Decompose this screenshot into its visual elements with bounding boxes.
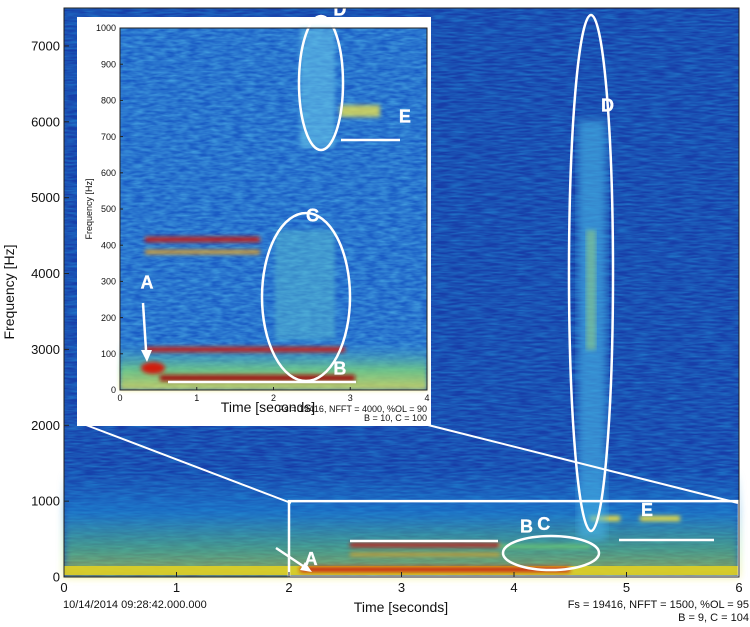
inset-y-tick-label: 200 — [101, 313, 116, 323]
main-x-tick-label: 0 — [60, 580, 67, 595]
inset-annotation-c: C — [306, 205, 319, 225]
inset-ellipse-d — [297, 14, 345, 152]
main-y-tick-label: 6000 — [31, 114, 60, 129]
main-y-tick-label: 1000 — [31, 494, 60, 509]
inset-x-tick-label: 0 — [117, 393, 122, 403]
main-y-tick-label: 4000 — [31, 266, 60, 281]
inset-harmonics — [141, 28, 380, 381]
main-y-tick-label: 5000 — [31, 190, 60, 205]
inset-y-tick-label: 900 — [101, 59, 116, 69]
main-annotation-a: A — [305, 549, 318, 569]
main-x-tick-label: 1 — [173, 580, 180, 595]
main-y-tick-label: 3000 — [31, 342, 60, 357]
inset-params-line1: Fs = 19416, NFFT = 4000, %OL = 90 — [279, 404, 427, 414]
inset-y-tick-label: 500 — [101, 204, 116, 214]
main-x-axis-label: Time [seconds] — [354, 599, 448, 615]
inset-y-tick-label: 400 — [101, 240, 116, 250]
main-x-tick-label: 4 — [510, 580, 517, 595]
main-y-tick-label: 0 — [53, 570, 60, 585]
inset-arrowhead-a — [141, 350, 152, 362]
main-annotation-b: B — [520, 517, 533, 537]
main-annotation-d: D — [601, 95, 614, 115]
inset-arrow-a — [141, 302, 148, 351]
main-y-tick-label: 7000 — [31, 38, 60, 53]
inset-x-tick-label: 4 — [424, 393, 429, 403]
main-params-line2: B = 9, C = 104 — [678, 612, 749, 624]
annotation-arrow-a — [275, 546, 307, 570]
inset-y-tick-label: 800 — [101, 96, 116, 106]
zoom-connector-left — [85, 424, 292, 504]
inset-y-axis-label: Frequency [Hz] — [84, 178, 94, 239]
inset-x-tick-label: 1 — [194, 393, 199, 403]
main-annotation-c: C — [537, 514, 550, 534]
main-low-frequency-band — [64, 470, 739, 577]
zoom-connector-right — [427, 424, 739, 504]
main-x-tick-label: 6 — [735, 580, 742, 595]
main-vertical-core — [586, 230, 596, 350]
inset-annotation-b: B — [333, 358, 346, 378]
inset-spectrogram: A B C D E — [77, 0, 431, 426]
main-annotation-e: E — [641, 500, 653, 520]
main-x-tick-label: 5 — [623, 580, 630, 595]
inset-x-tick-label: 2 — [271, 393, 276, 403]
main-x-tick-label: 3 — [398, 580, 405, 595]
main-params-line1: Fs = 19416, NFFT = 1500, %OL = 95 — [568, 599, 749, 611]
inset-y-tick-label: 700 — [101, 132, 116, 142]
inset-y-tick-label: 1000 — [96, 23, 116, 33]
timestamp: 10/14/2014 09:28:42.000.000 — [63, 599, 207, 611]
annotation-ellipse-c — [501, 534, 601, 572]
inset-params-line2: B = 10, C = 100 — [364, 413, 427, 423]
inset-annotation-a: A — [141, 272, 154, 292]
inset-annotation-e: E — [399, 107, 411, 127]
inset-y-tick-label: 300 — [101, 277, 116, 287]
inset-y-tick-label: 0 — [111, 385, 116, 395]
inset-plot-noise — [120, 28, 427, 390]
main-y-axis-label: Frequency [Hz] — [1, 245, 17, 340]
main-y-tick-label: 2000 — [31, 418, 60, 433]
inset-annotation-d: D — [333, 0, 346, 19]
main-x-tick-label: 2 — [285, 580, 292, 595]
annotation-arrowhead-a — [300, 562, 312, 572]
inset-y-tick-label: 600 — [101, 168, 116, 178]
inset-y-tick-label: 100 — [101, 349, 116, 359]
inset-x-axis-label: Time [seconds] — [221, 399, 315, 415]
inset-x-tick-label: 3 — [348, 393, 353, 403]
annotation-ellipse-d — [567, 13, 615, 533]
